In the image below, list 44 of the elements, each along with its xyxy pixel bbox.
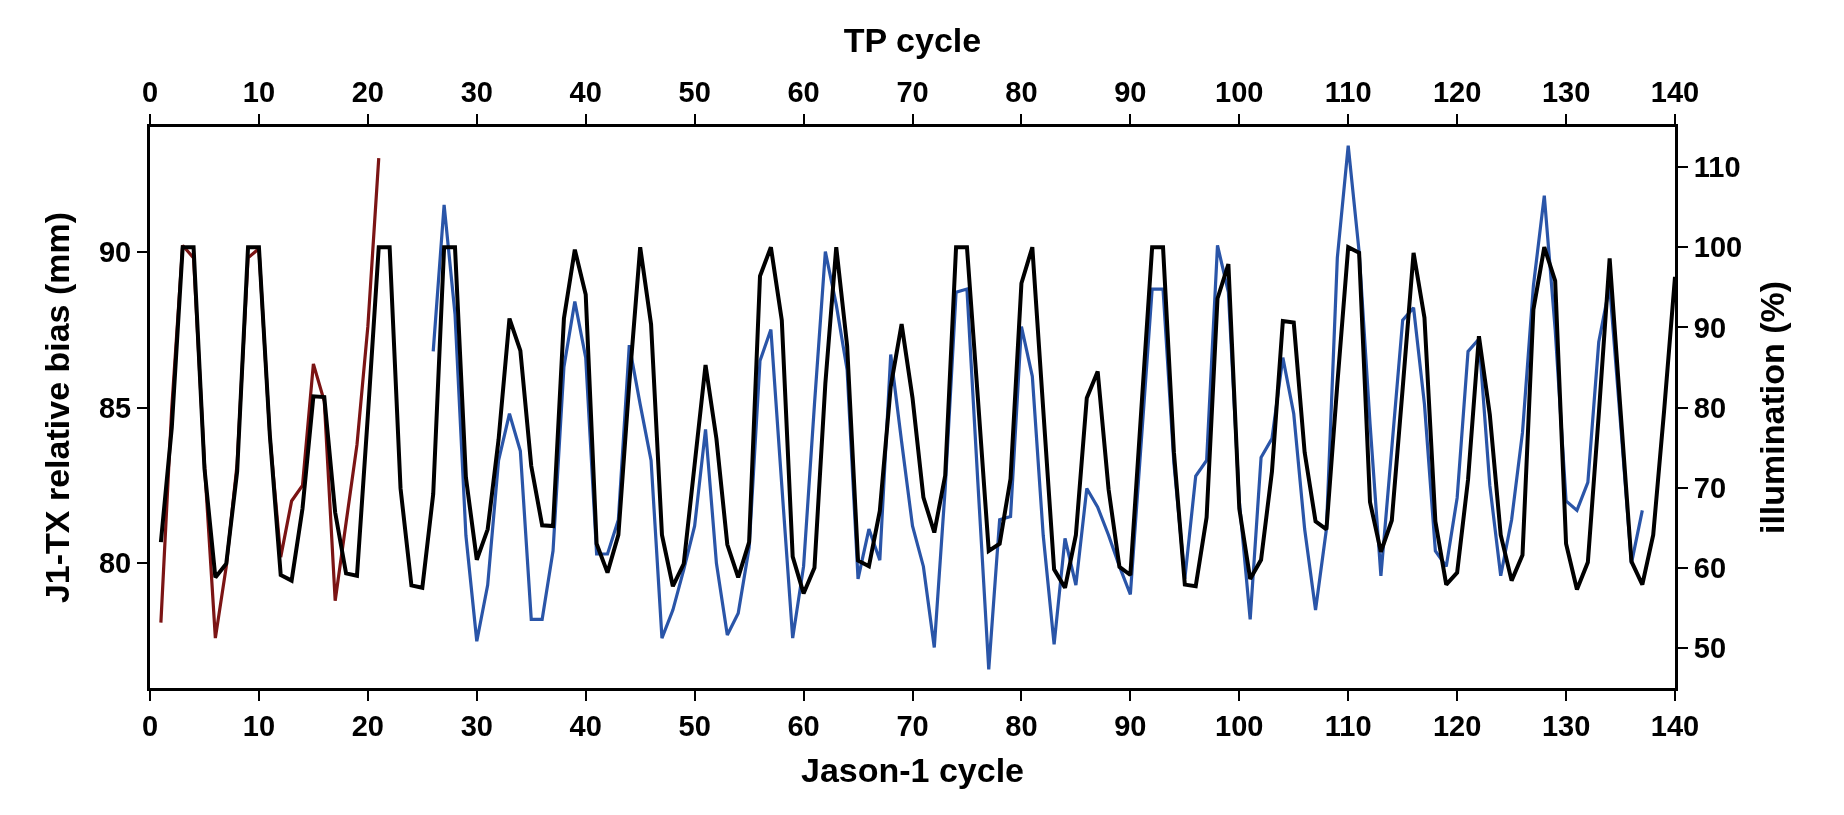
x-tick-label: 40 <box>569 76 602 109</box>
x-tick-label: 90 <box>1114 76 1147 109</box>
x2-tick-label: 100 <box>1215 709 1264 742</box>
y2-axis-title: illumination (%) <box>1753 280 1792 535</box>
y-tick-label: 80 <box>98 547 132 580</box>
y2-tick-label: 100 <box>1693 231 1743 264</box>
x2-tick-label: 90 <box>1114 709 1147 742</box>
x2-tick-label: 140 <box>1650 709 1700 742</box>
x-tick-label: 70 <box>896 76 929 109</box>
y2-tick-label: 90 <box>1693 311 1727 344</box>
x2-tick-label: 80 <box>1005 709 1038 742</box>
x2-tick-label: 20 <box>351 709 384 742</box>
x-tick-label: 100 <box>1215 76 1264 109</box>
x2-tick-label: 30 <box>460 709 493 742</box>
x-tick-label: 30 <box>460 76 493 109</box>
x2-tick-label: 40 <box>569 709 602 742</box>
y2-tick-label: 60 <box>1693 551 1727 584</box>
x2-tick-label: 70 <box>896 709 929 742</box>
y2-tick-label: 110 <box>1693 151 1741 184</box>
x2-tick-label: 130 <box>1541 709 1591 742</box>
x-tick-label: 50 <box>678 76 711 109</box>
x2-tick-label: 0 <box>141 709 159 742</box>
y2-tick-label: 80 <box>1693 391 1727 424</box>
x-tick-label: 20 <box>351 76 384 109</box>
y-tick-label: 85 <box>98 391 132 424</box>
x-tick-label: 130 <box>1541 76 1591 109</box>
x2-tick-label: 110 <box>1324 709 1372 742</box>
x2-tick-label: 60 <box>787 709 820 742</box>
x2-tick-label: 50 <box>678 709 711 742</box>
x2-tick-label: 120 <box>1432 709 1482 742</box>
x2-tick-label: 10 <box>242 709 276 742</box>
y2-tick-label: 70 <box>1693 471 1727 504</box>
x-tick-label: 60 <box>787 76 820 109</box>
x-tick-label: 80 <box>1005 76 1038 109</box>
y2-tick-label: 50 <box>1693 632 1727 665</box>
x-tick-label: 0 <box>141 76 159 109</box>
y-axis-title: J1-TX relative bias (mm) <box>37 211 76 604</box>
x-tick-label: 120 <box>1432 76 1482 109</box>
x-tick-label: 140 <box>1650 76 1700 109</box>
x-tick-label: 10 <box>242 76 276 109</box>
x-axis-title: Jason-1 cycle <box>800 751 1025 790</box>
x-tick-label: 110 <box>1324 76 1372 109</box>
x2-axis-title: TP cycle <box>843 21 982 59</box>
y-tick-label: 90 <box>98 235 132 268</box>
